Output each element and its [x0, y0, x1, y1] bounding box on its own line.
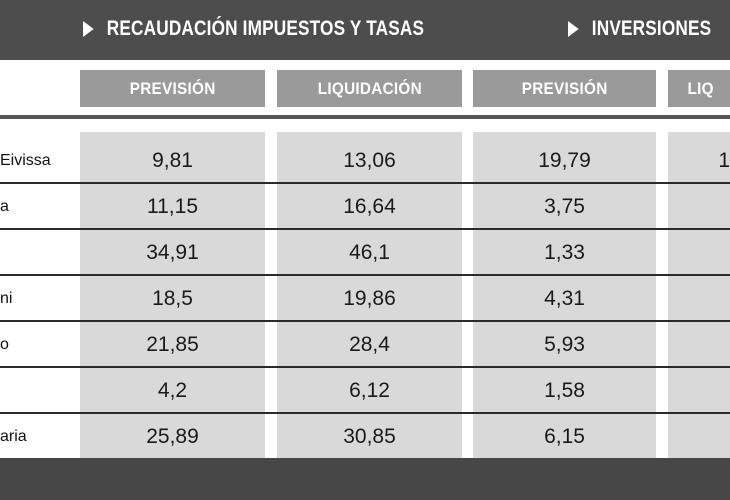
cell-prevision-1: 25,89 — [146, 425, 199, 448]
column-header-prevision-1: PREVISIÓN — [80, 70, 265, 107]
table-row: Eivissa 9,81 13,06 19,79 1 — [0, 138, 730, 184]
cell-liquidacion-2 — [668, 368, 730, 414]
column-header-prevision-2: PREVISIÓN — [473, 70, 656, 107]
row-divider — [0, 182, 730, 184]
row-name: a — [0, 198, 9, 215]
column-background — [668, 132, 730, 458]
cell-liquidacion-1: 30,85 — [343, 425, 396, 448]
header-bar: RECAUDACIÓN IMPUESTOS Y TASAS INVERSIONE… — [0, 0, 730, 60]
triangle-right-icon — [83, 21, 94, 37]
cell-prevision-1: 9,81 — [152, 149, 193, 172]
group-title-inversiones: INVERSIONES — [568, 14, 711, 44]
cell-prevision-1: 34,91 — [146, 241, 199, 264]
row-divider — [0, 412, 730, 414]
group-title-recaudacion: RECAUDACIÓN IMPUESTOS Y TASAS — [83, 14, 424, 44]
cell-prevision-2: 1,33 — [544, 241, 585, 264]
cell-prevision-1: 11,15 — [147, 195, 198, 218]
cell-prevision-2: 6,15 — [544, 425, 585, 448]
table-row: ni 18,5 19,86 4,31 — [0, 276, 730, 322]
row-divider — [0, 320, 730, 322]
cell-prevision-2: 19,79 — [538, 149, 591, 172]
cell-liquidacion-2 — [668, 230, 730, 276]
cell-prevision-2: 3,75 — [544, 195, 585, 218]
cell-prevision-2: 4,31 — [544, 287, 585, 310]
row-divider — [0, 228, 730, 230]
data-table: Eivissa 9,81 13,06 19,79 1 a 11,15 16,64… — [0, 119, 730, 458]
cell-liquidacion-1: 6,12 — [349, 379, 390, 402]
column-background — [277, 132, 462, 458]
column-background — [80, 132, 265, 458]
cell-liquidacion-2 — [668, 322, 730, 368]
row-divider — [0, 274, 730, 276]
cell-prevision-2: 5,93 — [544, 333, 585, 356]
group-title-label: RECAUDACIÓN IMPUESTOS Y TASAS — [106, 17, 425, 40]
row-name — [0, 368, 75, 414]
cell-prevision-1: 18,5 — [152, 287, 193, 310]
cell-liquidacion-2: 1 — [718, 149, 730, 172]
column-header-row: PREVISIÓN LIQUIDACIÓN PREVISIÓN LIQ — [0, 60, 730, 120]
triangle-right-icon — [568, 21, 579, 37]
cell-liquidacion-1: 28,4 — [349, 333, 390, 356]
row-name: Eivissa — [0, 152, 51, 169]
table-row: 34,91 46,1 1,33 — [0, 230, 730, 276]
column-header-liquidacion-2: LIQ — [668, 70, 730, 107]
row-name: o — [0, 336, 9, 353]
cell-prevision-1: 4,2 — [157, 379, 188, 402]
column-header-liquidacion-1: LIQUIDACIÓN — [277, 70, 462, 107]
group-title-label: INVERSIONES — [591, 17, 712, 40]
column-background — [473, 132, 656, 458]
row-name: aria — [0, 428, 27, 445]
cell-liquidacion-2 — [668, 414, 730, 460]
table-row: o 21,85 28,4 5,93 — [0, 322, 730, 368]
table-row: 4,2 6,12 1,58 — [0, 368, 730, 414]
table-row: aria 25,89 30,85 6,15 — [0, 414, 730, 460]
cell-liquidacion-2 — [668, 184, 730, 230]
cell-prevision-2: 1,58 — [544, 379, 585, 402]
cell-liquidacion-1: 13,06 — [343, 149, 396, 172]
row-name — [0, 230, 75, 276]
header-divider — [0, 115, 730, 119]
footer-bar — [0, 458, 730, 500]
table-row: a 11,15 16,64 3,75 — [0, 184, 730, 230]
cell-liquidacion-1: 19,86 — [343, 287, 396, 310]
row-name: ni — [0, 290, 13, 307]
row-divider — [0, 366, 730, 368]
cell-prevision-1: 21,85 — [146, 333, 199, 356]
cell-liquidacion-1: 46,1 — [349, 241, 390, 264]
cell-liquidacion-1: 16,64 — [343, 195, 396, 218]
cell-liquidacion-2 — [668, 276, 730, 322]
